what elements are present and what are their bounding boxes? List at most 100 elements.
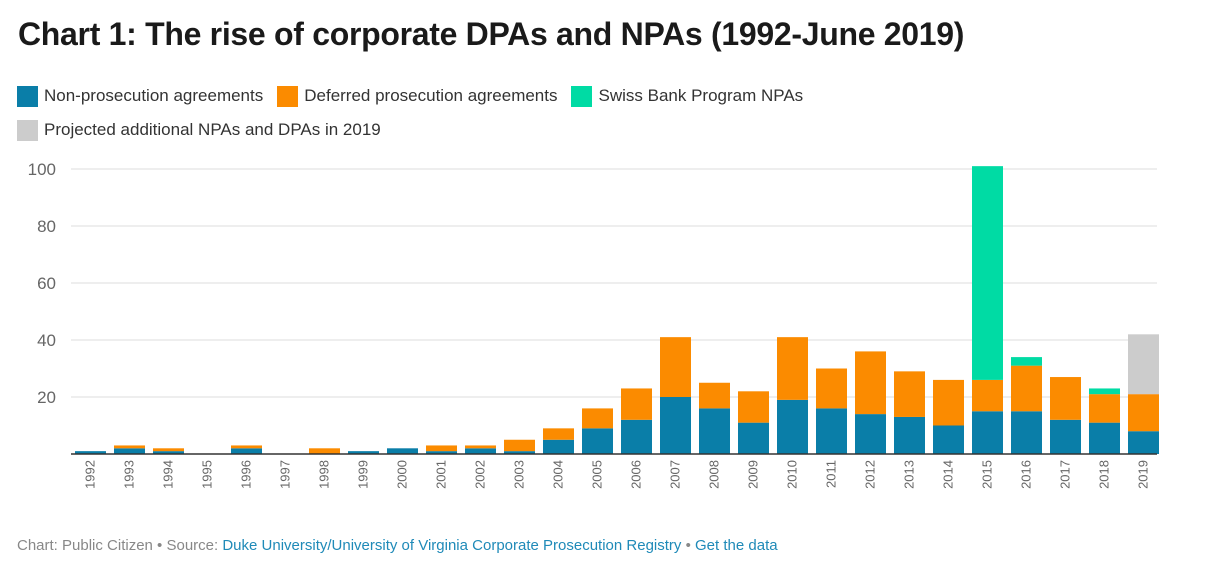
legend-item-dpa[interactable]: Deferred prosecution agreements — [277, 85, 557, 107]
x-tick-label-2011: 2011 — [824, 460, 839, 488]
x-tick-label-2012: 2012 — [863, 460, 878, 489]
x-tick-label-2001: 2001 — [434, 460, 449, 489]
bar-1994-series-0[interactable] — [153, 451, 184, 454]
bar-2008-series-1[interactable] — [699, 382, 730, 409]
bar-2018-series-0[interactable] — [1089, 422, 1120, 454]
bar-2019-series-3[interactable] — [1128, 334, 1159, 395]
legend-item-swiss[interactable]: Swiss Bank Program NPAs — [571, 85, 803, 107]
bar-2016-series-0[interactable] — [1011, 411, 1042, 454]
bar-2009-series-1[interactable] — [738, 391, 769, 423]
bar-2004-series-1[interactable] — [543, 428, 574, 440]
chart-footer: Chart: Public Citizen • Source: Duke Uni… — [17, 537, 778, 554]
footer-credit: Chart: Public Citizen • Source: — [17, 537, 223, 554]
bar-2010-series-0[interactable] — [777, 399, 808, 454]
bar-2015-series-1[interactable] — [972, 379, 1003, 412]
bar-2011-series-1[interactable] — [816, 368, 847, 409]
legend-item-projected[interactable]: Projected additional NPAs and DPAs in 20… — [17, 119, 381, 141]
legend-label-swiss: Swiss Bank Program NPAs — [598, 86, 804, 105]
x-tick-label-2003: 2003 — [512, 460, 527, 489]
bar-2006-series-0[interactable] — [621, 419, 652, 454]
bar-2002-series-1[interactable] — [465, 445, 496, 449]
bar-2015-series-2[interactable] — [972, 166, 1003, 380]
bar-2014-series-0[interactable] — [933, 425, 964, 455]
bar-2018-series-2[interactable] — [1089, 388, 1120, 395]
bar-2016-series-2[interactable] — [1011, 357, 1042, 366]
bar-2009-series-0[interactable] — [738, 422, 769, 454]
bar-1998-series-1[interactable] — [309, 448, 340, 454]
bar-2000-series-0[interactable] — [387, 448, 418, 454]
bar-2006-series-1[interactable] — [621, 388, 652, 420]
bar-2007-series-1[interactable] — [660, 337, 691, 397]
legend-label-dpa: Deferred prosecution agreements — [304, 86, 558, 105]
bar-1996-series-1[interactable] — [231, 445, 262, 449]
legend-swatch-swiss — [571, 85, 593, 107]
x-tick-label-2016: 2016 — [1019, 460, 1034, 489]
bar-1993-series-0[interactable] — [114, 448, 145, 454]
x-tick-label-1996: 1996 — [239, 460, 254, 489]
get-the-data-link[interactable]: Get the data — [695, 537, 778, 554]
bar-2015-series-0[interactable] — [972, 411, 1003, 454]
bar-1992-series-0[interactable] — [75, 451, 106, 454]
legend-swatch-projected — [17, 119, 38, 141]
chart-title: Chart 1: The rise of corporate DPAs and … — [18, 16, 965, 52]
bar-2003-series-0[interactable] — [504, 451, 535, 454]
x-tick-label-1994: 1994 — [161, 460, 176, 489]
x-tick-label-2018: 2018 — [1097, 460, 1112, 489]
bar-2013-series-0[interactable] — [894, 416, 925, 454]
bar-2016-series-1[interactable] — [1011, 365, 1042, 412]
y-tick-label-80: 80 — [37, 217, 56, 236]
y-tick-label-20: 20 — [37, 388, 56, 407]
bar-2007-series-0[interactable] — [660, 397, 691, 454]
bar-2017-series-1[interactable] — [1050, 377, 1081, 420]
x-tick-label-1997: 1997 — [278, 460, 293, 489]
bar-1999-series-0[interactable] — [348, 451, 379, 454]
x-tick-label-2007: 2007 — [668, 460, 683, 489]
x-tick-label-2014: 2014 — [941, 460, 956, 489]
x-tick-label-1998: 1998 — [317, 460, 332, 489]
legend-swatch-dpa — [277, 85, 299, 107]
bar-2018-series-1[interactable] — [1089, 394, 1120, 423]
legend: Non-prosecution agreements Deferred pros… — [17, 85, 917, 141]
legend-item-npa[interactable]: Non-prosecution agreements — [17, 85, 263, 107]
x-tick-label-2009: 2009 — [746, 460, 761, 489]
footer-separator: • — [681, 537, 696, 554]
bar-2005-series-1[interactable] — [582, 408, 613, 429]
x-tick-label-2000: 2000 — [395, 460, 410, 489]
bar-2001-series-1[interactable] — [426, 445, 457, 452]
y-tick-label-40: 40 — [37, 331, 56, 350]
bar-1993-series-1[interactable] — [114, 445, 145, 449]
source-link[interactable]: Duke University/University of Virginia C… — [222, 537, 682, 554]
bar-2002-series-0[interactable] — [465, 448, 496, 454]
x-tick-label-1999: 1999 — [356, 460, 371, 489]
y-tick-label-100: 100 — [28, 160, 56, 179]
bar-2017-series-0[interactable] — [1050, 419, 1081, 454]
x-tick-label-2017: 2017 — [1058, 460, 1073, 489]
x-tick-label-1993: 1993 — [122, 460, 137, 489]
x-tick-label-2013: 2013 — [902, 460, 917, 489]
bar-1994-series-1[interactable] — [153, 448, 184, 452]
bar-2012-series-0[interactable] — [855, 414, 886, 454]
x-tick-label-2005: 2005 — [590, 460, 605, 489]
bar-1996-series-0[interactable] — [231, 448, 262, 454]
x-tick-label-2004: 2004 — [551, 460, 566, 489]
y-tick-label-60: 60 — [37, 274, 56, 293]
bar-2008-series-0[interactable] — [699, 408, 730, 454]
bar-2019-series-0[interactable] — [1128, 431, 1159, 454]
x-tick-label-2006: 2006 — [629, 460, 644, 489]
x-tick-label-2015: 2015 — [980, 460, 995, 489]
x-tick-label-1995: 1995 — [200, 460, 215, 489]
bar-2019-series-1[interactable] — [1128, 394, 1159, 432]
bar-2012-series-1[interactable] — [855, 351, 886, 415]
bar-2001-series-0[interactable] — [426, 451, 457, 454]
bar-2003-series-1[interactable] — [504, 439, 535, 452]
bar-2014-series-1[interactable] — [933, 379, 964, 426]
bar-2005-series-0[interactable] — [582, 428, 613, 454]
x-tick-label-2002: 2002 — [473, 460, 488, 489]
bar-2011-series-0[interactable] — [816, 408, 847, 454]
x-tick-label-2008: 2008 — [707, 460, 722, 489]
x-tick-label-1992: 1992 — [83, 460, 98, 489]
bar-2013-series-1[interactable] — [894, 371, 925, 417]
bar-2004-series-0[interactable] — [543, 439, 574, 454]
bar-2010-series-1[interactable] — [777, 337, 808, 400]
